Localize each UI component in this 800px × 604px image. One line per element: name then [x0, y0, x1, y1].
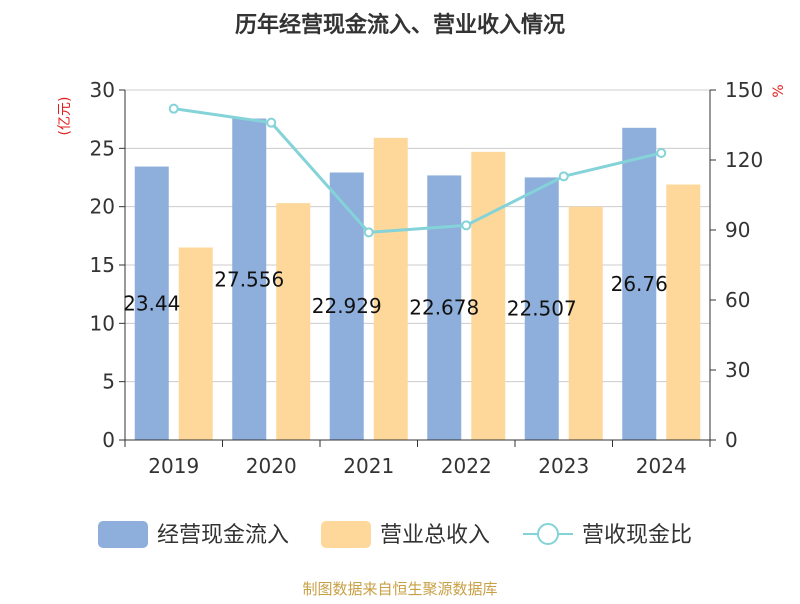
line-point	[558, 171, 569, 182]
legend-swatch	[321, 521, 371, 548]
x-tick-label: 2021	[343, 454, 394, 478]
legend-label: 经营现金流入	[157, 523, 289, 548]
x-tick-label: 2020	[246, 454, 297, 478]
legend-swatch	[98, 521, 148, 548]
y-right-tick-label: 60	[725, 288, 750, 312]
bar-cash-inflow	[524, 177, 559, 440]
line-point	[266, 117, 277, 128]
legend-label: 营收现金比	[582, 523, 692, 548]
y-right-tick-label: 120	[725, 148, 763, 172]
bar-data-label: 26.76	[611, 272, 668, 296]
legend: 经营现金流入 营业总收入 营收现金比	[98, 521, 692, 548]
line-ratio-series	[173, 107, 662, 234]
x-tick-label: 2023	[538, 454, 589, 478]
line-point	[461, 220, 472, 231]
chart-title: 历年经营现金流入、营业收入情况	[235, 12, 565, 38]
bar-cash-inflow	[134, 166, 169, 441]
bar-cash-inflow	[329, 172, 364, 440]
x-tick-label: 2024	[636, 454, 687, 478]
y-axis-left-label: (亿元)	[57, 97, 73, 136]
bar-data-label: 22.507	[507, 297, 577, 321]
y-right-tick-label: 150	[725, 78, 763, 102]
y-left-tick-label: 25	[90, 136, 115, 160]
legend-marker	[537, 523, 559, 545]
bar-revenue	[276, 203, 311, 440]
line-point	[656, 148, 667, 158]
y-axis-right-label: %	[771, 84, 787, 97]
grid-lines	[125, 89, 710, 383]
y-right-tick-label: 90	[725, 218, 750, 242]
y-left-tick-label: 15	[90, 253, 115, 277]
line-layer	[168, 103, 667, 238]
bar-revenue	[178, 247, 213, 440]
line-point	[363, 227, 374, 238]
x-tick-label: 2022	[441, 454, 492, 478]
bar-cash-inflow	[427, 175, 462, 440]
x-tick-label: 2019	[148, 454, 199, 478]
bar-cash-inflow	[232, 118, 267, 440]
bar-data-label: 22.929	[312, 294, 382, 318]
bar-revenue	[373, 137, 408, 441]
line-point	[168, 103, 179, 114]
source-note: 制图数据来自恒生聚源数据库	[302, 580, 498, 598]
y-left-tick-label: 10	[90, 311, 115, 335]
bar-revenue	[471, 151, 506, 441]
y-right-tick-label: 30	[725, 358, 750, 382]
legend-label: 营业总收入	[380, 523, 490, 548]
bar-cash-inflow	[622, 127, 657, 441]
y-left-tick-label: 0	[102, 428, 115, 452]
y-left-tick-label: 20	[90, 195, 115, 219]
bar-data-label: 23.44	[123, 291, 180, 315]
axis-layer: 0 5 10 15 20 25 30 0 30 60 90 120 150 2019 2020 2021 202…	[90, 78, 764, 478]
bar-data-label: 22.678	[409, 296, 479, 320]
bar-revenue	[568, 206, 603, 440]
bar-layer	[134, 118, 701, 441]
y-right-tick-label: 0	[725, 428, 738, 452]
bar-data-label: 27.556	[214, 267, 284, 291]
y-left-tick-label: 5	[102, 370, 115, 394]
data-label-layer: 23.44 27.556 22.929 22.678 22.507 26.76	[123, 267, 668, 320]
y-left-tick-label: 30	[90, 78, 115, 102]
bar-revenue	[666, 184, 701, 440]
